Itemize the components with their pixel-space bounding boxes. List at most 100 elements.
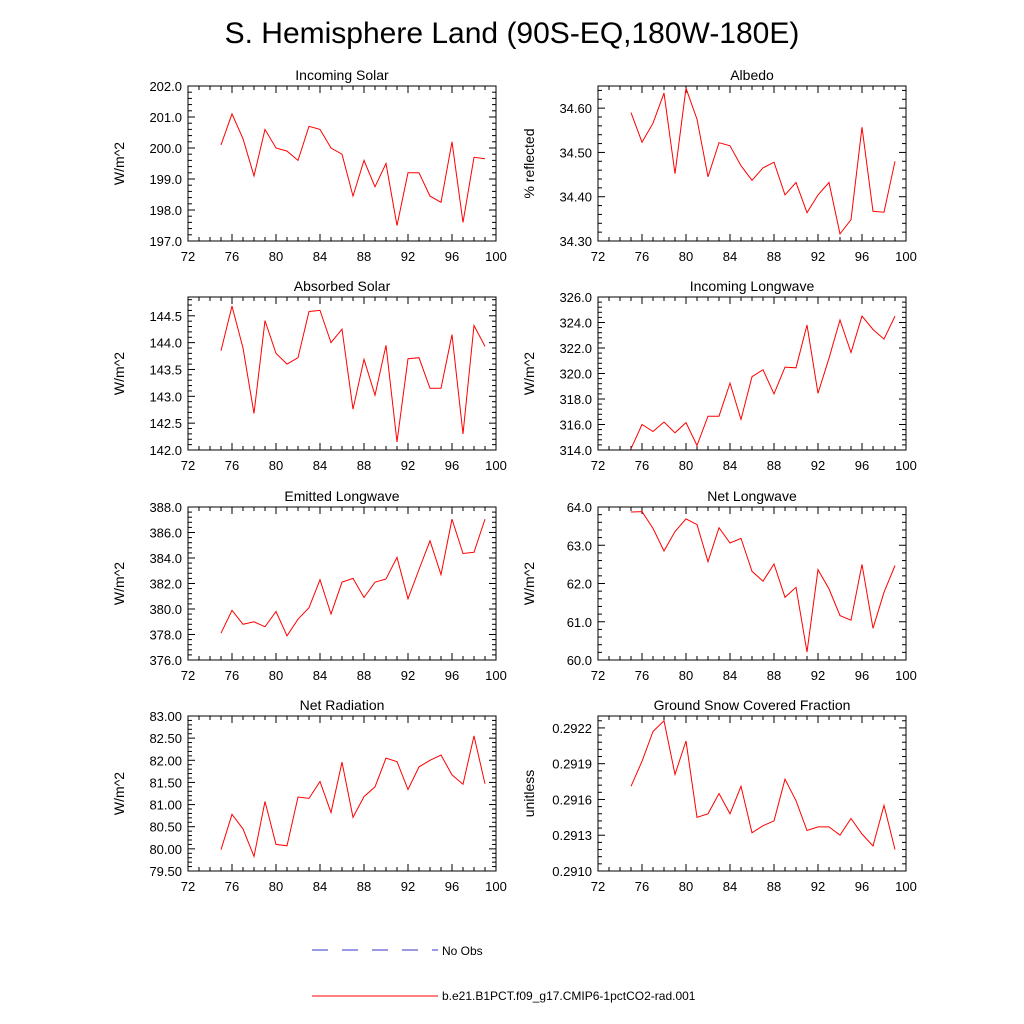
y-tick-label: 0.2922 [552,721,592,736]
series-line [220,735,486,859]
chart-title: Ground Snow Covered Fraction [654,697,851,713]
y-tick-label: 384.0 [149,551,182,566]
x-tick-label: 96 [855,458,869,473]
x-tick-label: 80 [269,879,283,894]
x-tick-label: 76 [635,879,649,894]
y-tick-label: 200.0 [149,141,182,156]
y-axis-label: W/m^2 [111,142,127,185]
series-line [220,305,486,442]
y-tick-label: 34.30 [559,234,592,249]
x-tick-label: 96 [445,458,459,473]
chart-emitted-longwave: Emitted Longwave W/m^2 72 76 80 84 88 92 96 100 37… [111,488,507,683]
x-tick-label: 84 [723,879,737,894]
y-tick-label: 143.0 [149,389,182,404]
y-axis-label: W/m^2 [111,352,127,395]
y-tick-label: 64.0 [567,500,592,515]
chart-net-radiation: Net Radiation W/m^2 72 76 80 84 88 92 96 100 79.50… [111,697,507,894]
x-tick-label: 88 [767,458,781,473]
series-line [220,518,486,637]
chart-title: Emitted Longwave [284,488,399,504]
y-tick-label: 378.0 [149,628,182,643]
page-title: S. Hemisphere Land (90S-EQ,180W-180E) [225,17,800,50]
y-tick-label: 376.0 [149,653,182,668]
plot-frame [597,715,907,872]
series-line [630,88,896,236]
series-line [220,112,486,226]
y-tick-label: 83.00 [149,709,182,724]
x-tick-label: 88 [357,879,371,894]
series-line [630,719,896,850]
x-tick-label: 72 [181,668,195,683]
y-tick-label: 0.2913 [552,828,592,843]
x-tick-label: 76 [635,668,649,683]
y-tick-label: 62.0 [567,577,592,592]
y-tick-label: 80.50 [149,820,182,835]
x-tick-label: 100 [485,879,507,894]
chart-net-longwave: Net Longwave W/m^2 72 76 80 84 88 92 96 100 60.0 61… [521,488,917,683]
x-tick-label: 80 [679,879,693,894]
x-tick-label: 88 [767,879,781,894]
y-tick-label: 318.0 [559,392,592,407]
x-tick-label: 84 [313,879,327,894]
plot-frame [187,85,497,242]
x-tick-label: 80 [679,249,693,264]
x-tick-label: 84 [313,668,327,683]
x-tick-label: 72 [181,879,195,894]
y-tick-label: 199.0 [149,172,182,187]
y-tick-label: 197.0 [149,234,182,249]
x-tick-label: 72 [181,249,195,264]
y-axis-label: W/m^2 [111,562,127,605]
x-tick-label: 80 [269,458,283,473]
x-tick-label: 96 [855,668,869,683]
chart-incoming-longwave: Incoming Longwave W/m^2 72 76 80 84 88 92 96 100 3… [521,278,917,473]
y-tick-label: 34.40 [559,190,592,205]
y-tick-label: 388.0 [149,500,182,515]
x-tick-label: 84 [723,249,737,264]
y-tick-label: 80.00 [149,842,182,857]
x-tick-label: 76 [225,879,239,894]
y-tick-label: 142.0 [149,443,182,458]
chart-incoming-solar: Incoming Solar W/m^2 72 76 80 84 88 92 96 100 197.… [111,67,507,264]
y-tick-label: 0.2910 [552,864,592,879]
chart-title: Absorbed Solar [294,278,391,294]
x-tick-label: 76 [225,458,239,473]
plot-frame [597,506,907,661]
legend-label-model-run: b.e21.B1PCT.f09_g17.CMIP6-1pctCO2-rad.00… [442,989,696,1003]
x-tick-label: 96 [445,668,459,683]
x-tick-label: 100 [485,249,507,264]
x-tick-label: 72 [591,879,605,894]
x-tick-label: 88 [767,668,781,683]
y-tick-label: 386.0 [149,526,182,541]
y-tick-label: 144.5 [149,309,182,324]
y-tick-label: 0.2919 [552,757,592,772]
y-tick-label: 382.0 [149,577,182,592]
x-tick-label: 72 [591,249,605,264]
x-tick-label: 100 [895,458,917,473]
chart-title: Albedo [730,67,774,83]
y-tick-label: 0.2916 [552,792,592,807]
y-axis-label: W/m^2 [521,352,537,395]
x-tick-label: 100 [485,458,507,473]
chart-panels: Incoming Solar W/m^2 72 76 80 84 88 92 96 100 197.… [111,67,917,894]
x-tick-label: 100 [485,668,507,683]
x-tick-label: 100 [895,668,917,683]
x-tick-label: 92 [811,879,825,894]
x-tick-label: 84 [723,668,737,683]
plot-frame [597,85,907,242]
y-tick-label: 82.00 [149,753,182,768]
y-tick-label: 81.00 [149,798,182,813]
plot-frame [187,715,497,872]
legend: No Obs b.e21.B1PCT.f09_g17.CMIP6-1pctCO2… [312,944,696,1003]
y-tick-label: 144.0 [149,336,182,351]
chart-ground-snow-covered-fraction: Ground Snow Covered Fraction unitless 72 76… [521,697,917,894]
x-tick-label: 76 [635,249,649,264]
y-tick-label: 81.50 [149,775,182,790]
series-line [630,511,896,653]
chart-title: Net Longwave [707,488,797,504]
x-tick-label: 88 [357,249,371,264]
x-tick-label: 96 [855,249,869,264]
chart-title: Net Radiation [300,697,385,713]
x-tick-label: 88 [767,249,781,264]
x-tick-label: 76 [635,458,649,473]
